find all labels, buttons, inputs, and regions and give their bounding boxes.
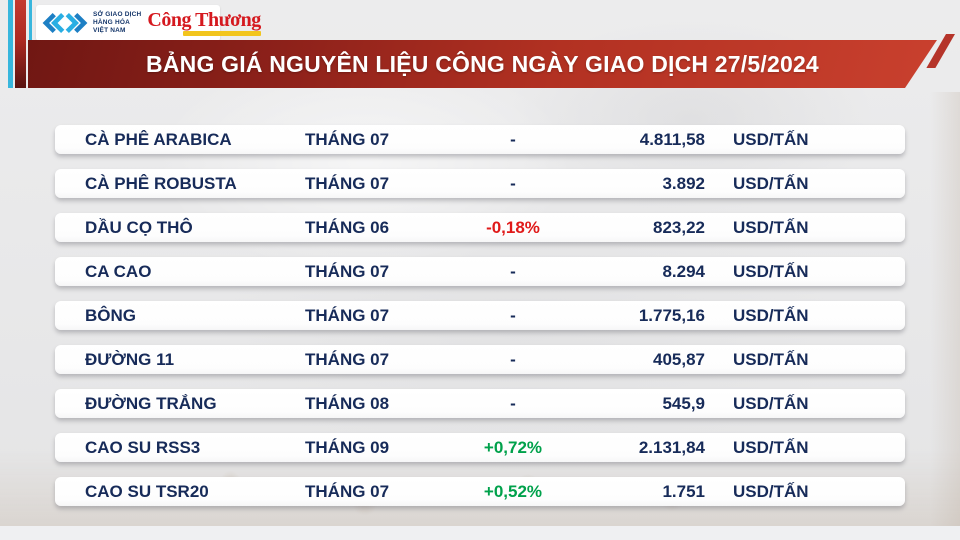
banner-decoration-sliver [926,34,955,68]
commodity-name: CA CAO [85,261,152,281]
commodity-name: BÔNG [85,305,136,325]
price-value: 545,9 [662,393,705,413]
price-unit: USD/TẤN [733,437,809,457]
price-unit: USD/TẤN [733,305,809,325]
price-unit: USD/TẤN [733,261,809,281]
table-row: DẦU CỌ THÔ THÁNG 06 -0,18% 823,22 USD/TẤ… [55,213,905,242]
price-value: 1.775,16 [638,305,705,325]
change-percent: - [510,349,516,369]
congthuong-logo-text: Công Thương [147,9,261,31]
change-percent: - [510,305,516,325]
mxv-exchange-logo-icon [42,12,88,34]
congthuong-logo: Công Thương [147,9,261,36]
table-row: ĐƯỜNG TRẮNG THÁNG 08 - 545,9 USD/TẤN [55,389,905,418]
commodity-name: ĐƯỜNG 11 [85,349,175,369]
price-value: 3.892 [662,173,705,193]
table-row: BÔNG THÁNG 07 - 1.775,16 USD/TẤN [55,301,905,330]
contract-month: THÁNG 07 [305,261,390,281]
table-row: CAO SU TSR20 THÁNG 07 +0,52% 1.751 USD/T… [55,477,905,506]
background-bottom-bar [0,526,960,540]
left-accent-stripe-red [15,0,26,88]
change-percent: -0,18% [486,217,540,237]
change-percent: +0,52% [483,481,543,501]
table-row: CÀ PHÊ ARABICA THÁNG 07 - 4.811,58 USD/T… [55,125,905,154]
commodity-name: ĐƯỜNG TRẮNG [85,393,217,413]
change-percent: - [510,393,516,413]
price-unit: USD/TẤN [733,217,809,237]
commodity-name: CAO SU RSS3 [85,437,201,457]
contract-month: THÁNG 07 [305,129,390,149]
change-percent: - [510,173,516,193]
congthuong-tagline-strip [182,31,261,36]
price-value: 2.131,84 [638,437,705,457]
contract-month: THÁNG 07 [305,349,390,369]
price-table: CÀ PHÊ ARABICA THÁNG 07 - 4.811,58 USD/T… [55,125,905,521]
price-value: 8.294 [662,261,705,281]
logo-plate: SỞ GIAO DỊCH HÀNG HÓA VIỆT NAM Công Thươ… [36,5,261,41]
contract-month: THÁNG 08 [305,393,390,413]
contract-month: THÁNG 07 [305,481,390,501]
commodity-name: CAO SU TSR20 [85,481,209,501]
contract-month: THÁNG 06 [305,217,390,237]
background-right-photo-edge [930,92,960,526]
table-row: ĐƯỜNG 11 THÁNG 07 - 405,87 USD/TẤN [55,345,905,374]
price-value: 405,87 [653,349,705,369]
price-unit: USD/TẤN [733,129,809,149]
price-value: 1.751 [662,481,705,501]
mxv-name-line2: HÀNG HÓA [93,19,130,26]
left-accent-stripe-cyan [8,0,13,88]
price-value: 4.811,58 [639,129,705,149]
contract-month: THÁNG 07 [305,305,390,325]
contract-month: THÁNG 07 [305,173,390,193]
change-percent: - [510,129,516,149]
table-row: CÀ PHÊ ROBUSTA THÁNG 07 - 3.892 USD/TẤN [55,169,905,198]
commodity-name: CÀ PHÊ ROBUSTA [85,173,237,193]
contract-month: THÁNG 09 [305,437,390,457]
commodity-name: CÀ PHÊ ARABICA [85,129,232,149]
page-title: BẢNG GIÁ NGUYÊN LIỆU CÔNG NGÀY GIAO DỊCH… [146,51,819,77]
mxv-exchange-name: SỞ GIAO DỊCH HÀNG HÓA VIỆT NAM [93,11,141,35]
table-row: CAO SU RSS3 THÁNG 09 +0,72% 2.131,84 USD… [55,433,905,462]
change-percent: +0,72% [483,437,543,457]
price-unit: USD/TẤN [733,173,809,193]
price-unit: USD/TẤN [733,481,809,501]
price-unit: USD/TẤN [733,393,809,413]
mxv-name-line3: VIỆT NAM [93,27,126,34]
title-banner: BẢNG GIÁ NGUYÊN LIỆU CÔNG NGÀY GIAO DỊCH… [28,40,937,88]
price-unit: USD/TẤN [733,349,809,369]
table-row: CA CAO THÁNG 07 - 8.294 USD/TẤN [55,257,905,286]
change-percent: - [510,261,516,281]
price-value: 823,22 [653,217,705,237]
commodity-name: DẦU CỌ THÔ [85,217,193,237]
mxv-name-line1: SỞ GIAO DỊCH [93,11,142,18]
